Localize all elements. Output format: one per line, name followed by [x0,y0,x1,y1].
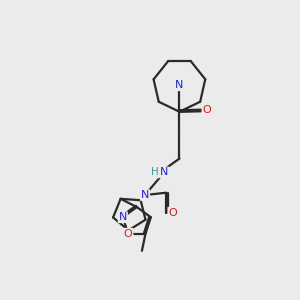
Text: N: N [118,212,127,222]
Text: N: N [141,190,149,200]
Text: O: O [124,229,133,239]
Text: H: H [151,167,159,177]
Text: O: O [203,105,212,115]
Text: N: N [175,80,184,90]
Text: N: N [160,167,168,177]
Text: O: O [168,208,177,218]
